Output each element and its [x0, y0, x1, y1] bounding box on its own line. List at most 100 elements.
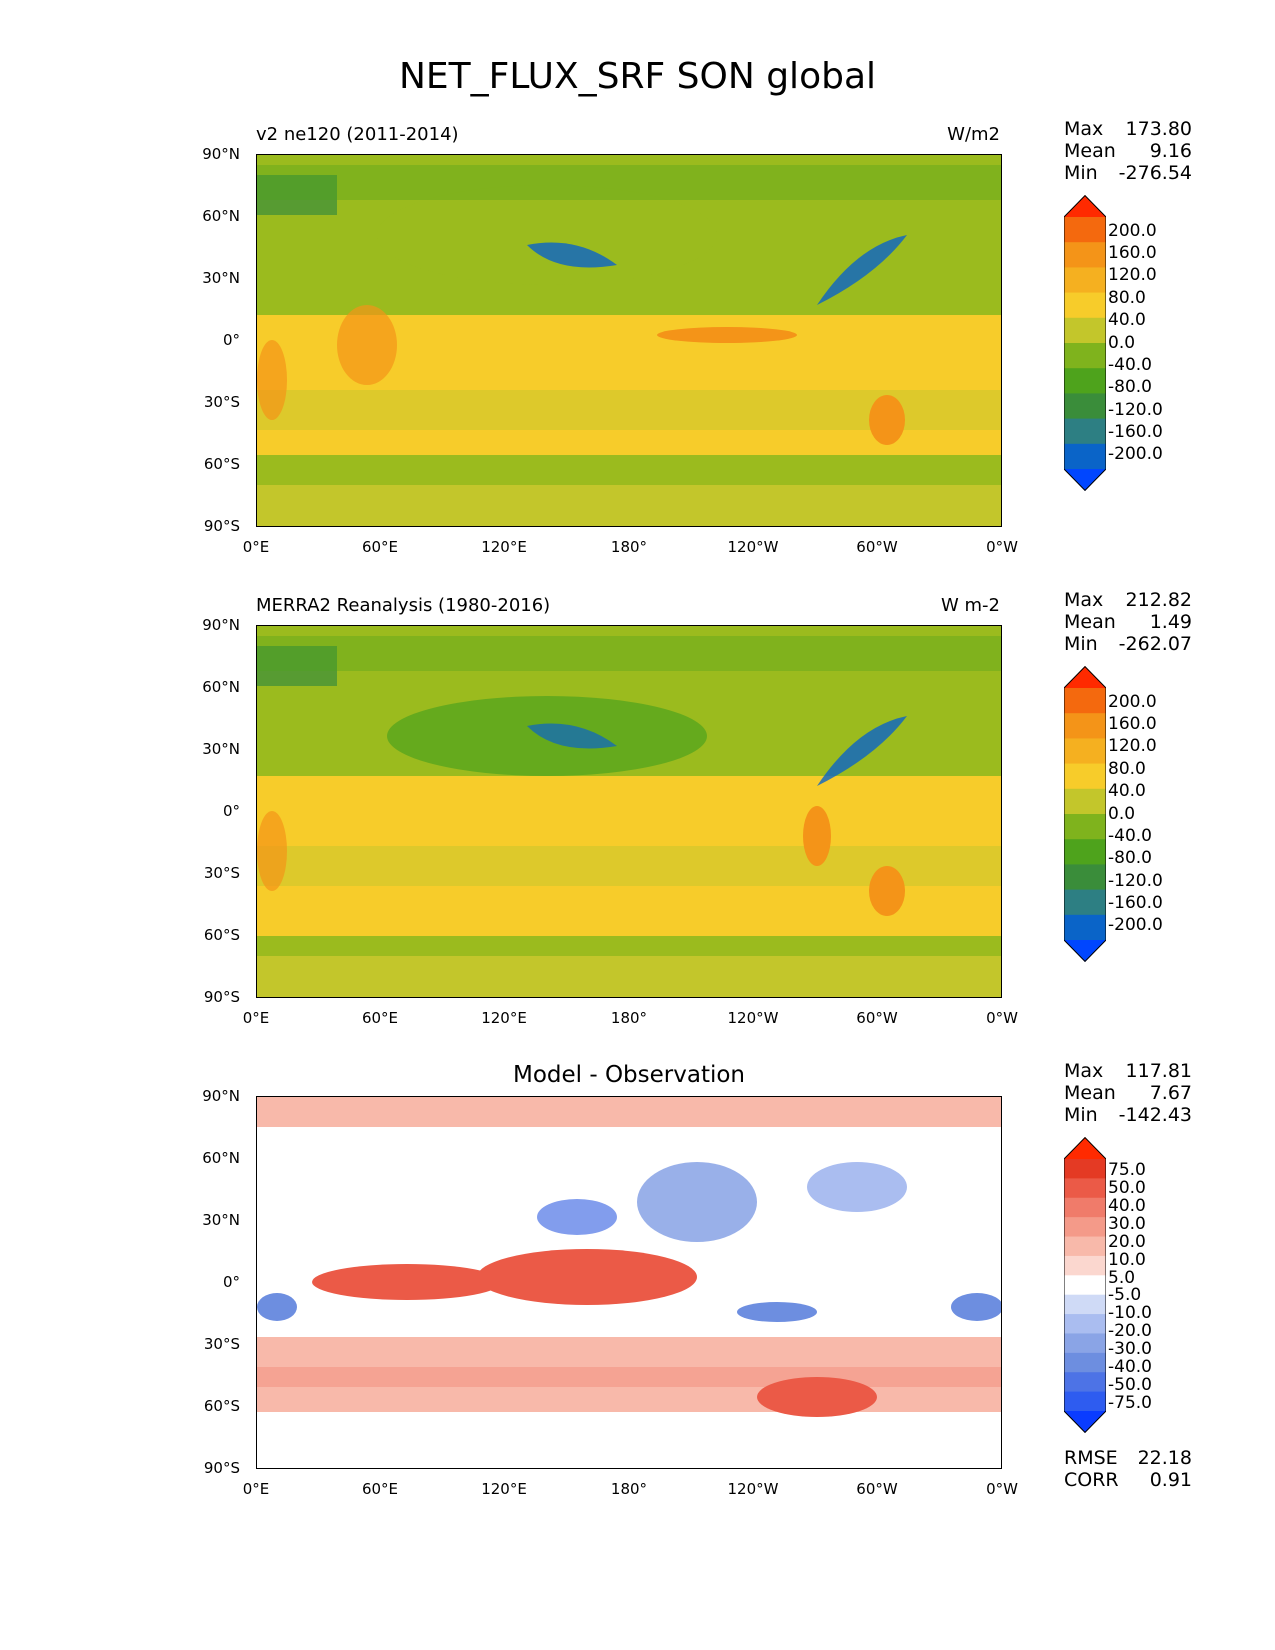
colorbar-extend-top [1064, 666, 1106, 688]
colorbar-segment [1064, 418, 1106, 445]
colorbar-label: 160.0 [1108, 243, 1157, 263]
colorbar-label: 50.0 [1108, 1178, 1146, 1198]
rmse-label: RMSE [1064, 1447, 1118, 1469]
colorbar-label: -40.0 [1108, 826, 1152, 846]
stats-box: Max 173.80 Mean 9.16 Min -276.54 [1064, 118, 1192, 184]
lon-tick: 0°W [986, 538, 1018, 556]
colorbar [1064, 1137, 1106, 1433]
colorbar-label: -80.0 [1108, 848, 1152, 868]
colorbar-segment [1064, 1197, 1106, 1218]
map-difference [256, 1096, 1002, 1469]
colorbar-label: -80.0 [1108, 377, 1152, 397]
corr-value: 0.91 [1149, 1469, 1192, 1491]
lon-tick: 0°W [986, 1009, 1018, 1027]
colorbar-segment [1064, 1255, 1106, 1276]
min-value: -142.43 [1118, 1104, 1192, 1126]
colorbar-outline [1064, 195, 1106, 491]
error-stats: RMSE 22.18 CORR 0.91 [1064, 1447, 1192, 1491]
lon-tick: 60°E [361, 538, 399, 556]
map-model [256, 154, 1002, 527]
lat-tick: 90°S [203, 517, 240, 535]
colorbar-segment [1064, 267, 1106, 294]
colorbar-segment [1064, 688, 1106, 714]
colorbar-segment [1064, 393, 1106, 420]
panel-title: Model - Observation [512, 1062, 746, 1088]
max-value: 117.81 [1125, 1060, 1192, 1082]
lat-tick: 30°S [203, 1335, 240, 1353]
colorbar-label: 200.0 [1108, 692, 1157, 712]
min-value: -262.07 [1118, 633, 1192, 655]
colorbar-label: 40.0 [1108, 310, 1146, 330]
colorbar-extend-top [1064, 195, 1106, 217]
colorbar-label: -75.0 [1108, 1393, 1152, 1413]
lat-tick: 0° [222, 1273, 240, 1291]
mean-value: 9.16 [1149, 140, 1192, 162]
colorbar-segment [1064, 1275, 1106, 1296]
lon-tick: 60°W [856, 538, 898, 556]
colorbar-label: 80.0 [1108, 759, 1146, 779]
colorbar-segment [1064, 788, 1106, 815]
lat-tick: 30°S [203, 393, 240, 411]
colorbar [1064, 195, 1106, 491]
colorbar-label: -120.0 [1108, 400, 1163, 420]
colorbar-label: 75.0 [1108, 1160, 1146, 1180]
lat-tick: 60°S [203, 455, 240, 473]
lat-tick: 0° [222, 802, 240, 820]
colorbar-label: 40.0 [1108, 1196, 1146, 1216]
lon-tick: 120°E [481, 1009, 527, 1027]
colorbar-extend-bottom [1064, 940, 1106, 962]
colorbar-label: 120.0 [1108, 265, 1157, 285]
lat-tick: 60°S [203, 1397, 240, 1415]
colorbar-segment [1064, 217, 1106, 243]
map-svg [257, 626, 1001, 997]
mean-label: Mean [1064, 1082, 1116, 1104]
colorbar-segment [1064, 713, 1106, 739]
lat-tick: 60°N [202, 678, 240, 696]
colorbar-segment [1064, 1178, 1106, 1199]
colorbar-segment [1064, 292, 1106, 319]
colorbar-label: -160.0 [1108, 893, 1163, 913]
units-label: W m-2 [940, 595, 1000, 616]
colorbar-label: -10.0 [1108, 1303, 1152, 1323]
lat-tick: 60°N [202, 207, 240, 225]
lat-tick: 60°N [202, 1149, 240, 1167]
colorbar-segment [1064, 1294, 1106, 1315]
lat-tick: 90°N [202, 616, 240, 634]
colorbar-label: 20.0 [1108, 1232, 1146, 1252]
colorbar-segment [1064, 1236, 1106, 1257]
colorbar-segment [1064, 242, 1106, 268]
lat-tick: 30°N [202, 269, 240, 287]
colorbar-label: 5.0 [1108, 1268, 1136, 1288]
lon-tick: 60°W [856, 1480, 898, 1498]
colorbar-extend-top [1064, 1137, 1106, 1159]
colorbar-label: 30.0 [1108, 1214, 1146, 1234]
colorbar-segment [1064, 1159, 1106, 1179]
colorbar-segment [1064, 343, 1106, 369]
colorbar-label: -120.0 [1108, 871, 1163, 891]
min-value: -276.54 [1118, 162, 1192, 184]
max-value: 173.80 [1125, 118, 1192, 140]
colorbar-outline [1064, 666, 1106, 962]
map-svg [257, 155, 1001, 526]
colorbar-label: 120.0 [1108, 736, 1157, 756]
lon-tick: 180° [610, 1480, 648, 1498]
mean-value: 1.49 [1149, 611, 1192, 633]
lat-tick: 90°S [203, 988, 240, 1006]
max-value: 212.82 [1125, 589, 1192, 611]
lon-tick: 180° [610, 1009, 648, 1027]
colorbar-label: 200.0 [1108, 221, 1157, 241]
lon-tick: 0°E [242, 538, 270, 556]
lon-tick: 120°E [481, 1480, 527, 1498]
colorbar-segment [1064, 317, 1106, 344]
lon-tick: 0°E [242, 1009, 270, 1027]
stats-box: Max 212.82 Mean 1.49 Min -262.07 [1064, 589, 1192, 655]
colorbar-segment [1064, 1352, 1106, 1373]
min-label: Min [1064, 1104, 1098, 1126]
lon-tick: 60°E [361, 1480, 399, 1498]
lat-tick: 90°S [203, 1459, 240, 1477]
colorbar-segment [1064, 763, 1106, 790]
panel-model: v2 ne120 (2011-2014) W/m2 90°N 60°N 30°N… [0, 0, 1275, 556]
rmse-value: 22.18 [1137, 1447, 1192, 1469]
map-svg [257, 1097, 1001, 1468]
colorbar-label: -200.0 [1108, 444, 1163, 464]
